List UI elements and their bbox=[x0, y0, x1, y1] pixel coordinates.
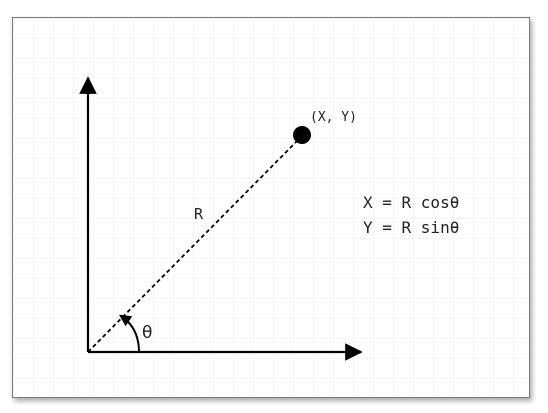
polar-coordinates-diagram: (X, Y) R θ X = R cosθ Y = R sinθ bbox=[13, 18, 529, 397]
point-marker bbox=[293, 126, 311, 144]
equation-y: Y = R sinθ bbox=[363, 218, 459, 237]
angle-arc bbox=[119, 314, 140, 353]
equation-x: X = R cosθ bbox=[363, 193, 459, 212]
background-grid bbox=[13, 18, 529, 397]
diagram-canvas: (X, Y) R θ X = R cosθ Y = R sinθ bbox=[12, 17, 530, 398]
point-label: (X, Y) bbox=[310, 110, 357, 125]
radius-label: R bbox=[194, 205, 204, 223]
angle-label: θ bbox=[142, 323, 152, 343]
